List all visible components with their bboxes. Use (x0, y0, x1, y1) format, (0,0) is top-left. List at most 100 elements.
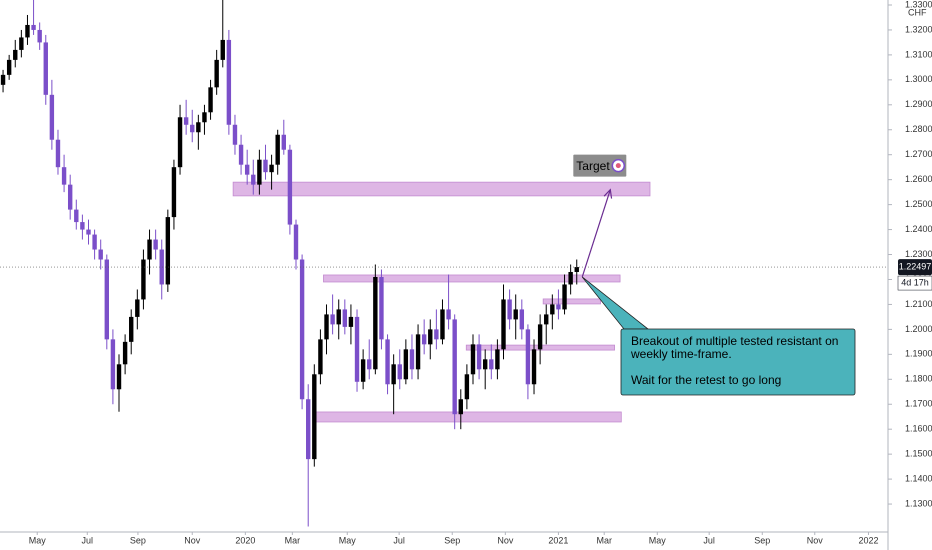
x-tick-label: 2021 (548, 535, 568, 545)
candle-body (354, 316, 360, 382)
candle-body (489, 359, 494, 370)
y-tick-label: 1.19000 (905, 349, 932, 359)
arrow-head (603, 188, 613, 199)
candle-body (183, 117, 189, 125)
x-tick-label: Mar (596, 535, 612, 545)
candle-body (141, 259, 146, 300)
y-tick-label: 1.25000 (905, 199, 932, 209)
x-tick-label: Sep (130, 535, 146, 545)
candle-body (525, 329, 531, 385)
candle-body (421, 334, 427, 345)
candle-body (220, 39, 225, 60)
candle-body (379, 276, 384, 340)
callout-box (620, 328, 856, 396)
y-tick-label: 1.30000 (905, 74, 932, 84)
x-tick-label: Nov (497, 535, 514, 545)
candle-body (324, 314, 329, 340)
x-tick-label: Jul (393, 535, 405, 545)
candle-body (0, 74, 6, 85)
y-tick-label: 1.18000 (905, 374, 932, 384)
candle-body (336, 309, 341, 325)
y-tick-label: 1.27000 (905, 149, 932, 159)
x-tick-label: Mar (285, 535, 301, 545)
candle-body (330, 314, 335, 325)
y-tick-label: 1.24000 (905, 224, 932, 234)
candle-body (43, 42, 48, 95)
candle-body (251, 174, 256, 185)
candle-body (501, 299, 506, 350)
candle-body (360, 359, 366, 382)
candle-body (202, 112, 207, 123)
candle-body (531, 349, 537, 385)
candle-body (513, 309, 518, 320)
y-tick-label: 1.14000 (905, 473, 932, 483)
candle-body (55, 139, 61, 168)
x-tick-label: Sep (754, 535, 770, 545)
candle-body (135, 299, 140, 317)
currency-label: CHF (908, 7, 927, 17)
candle-body (415, 334, 421, 370)
candle-body (574, 267, 579, 272)
candle-body (244, 164, 250, 175)
x-tick-label: Sep (444, 535, 460, 545)
candle-body (214, 59, 219, 88)
candle-body (367, 359, 372, 370)
candle-body (519, 309, 525, 330)
candle-body (238, 144, 244, 165)
candle-body (61, 167, 67, 185)
callout-text: Breakout of multiple tested resistant on (631, 334, 838, 348)
x-tick-label: Jul (703, 535, 715, 545)
candle-body (31, 24, 36, 30)
candle-body (373, 276, 378, 370)
candle-body (208, 87, 213, 113)
candle-body (6, 59, 12, 75)
candle-body (476, 344, 482, 370)
candle-body (67, 184, 73, 210)
callout-text: Wait for the retest to go long (631, 373, 781, 387)
y-tick-label: 1.32000 (905, 24, 932, 34)
candle-body (495, 349, 500, 370)
candle-body (159, 249, 164, 285)
y-tick-label: 1.15000 (905, 449, 932, 459)
countdown-tag (897, 275, 932, 291)
candle-body (19, 37, 24, 50)
candle-body (165, 217, 171, 285)
candle-body (348, 316, 354, 327)
candle-body (177, 117, 183, 168)
x-tick-label: 2022 (858, 535, 878, 545)
x-tick-label: Nov (807, 535, 824, 545)
candle-body (403, 349, 409, 380)
candle-body (129, 316, 134, 342)
candle-body (452, 319, 457, 415)
y-tick-label: 1.31000 (905, 49, 932, 59)
candle-body (98, 249, 103, 260)
candle-body (74, 209, 79, 223)
candle-body (147, 239, 152, 260)
candle-body (385, 339, 390, 385)
arrow-line (581, 189, 611, 278)
candle-body (397, 364, 402, 380)
y-tick-label: 1.13000 (905, 498, 932, 508)
candle-body (275, 134, 280, 165)
candle-body (92, 234, 97, 250)
candle-body (391, 364, 396, 385)
price-tag (898, 259, 932, 276)
callout-joint (625, 330, 647, 336)
candle-body (171, 167, 177, 218)
y-tick-label: 1.20000 (905, 324, 932, 334)
y-tick-label: 1.29000 (905, 99, 932, 109)
x-tick-label: May (339, 535, 357, 545)
x-tick-label: 2020 (235, 535, 255, 545)
candle-body (293, 224, 299, 260)
candle-body (482, 359, 488, 370)
x-tick-label: May (649, 535, 667, 545)
candle-body (507, 299, 512, 320)
candle-body (537, 324, 543, 350)
candle-body (568, 271, 573, 285)
candle-body (263, 159, 268, 173)
candle-body (196, 122, 201, 133)
candle-body (110, 339, 116, 390)
candle-body (269, 164, 274, 173)
candle-body (226, 39, 232, 125)
candle-body (556, 304, 561, 310)
